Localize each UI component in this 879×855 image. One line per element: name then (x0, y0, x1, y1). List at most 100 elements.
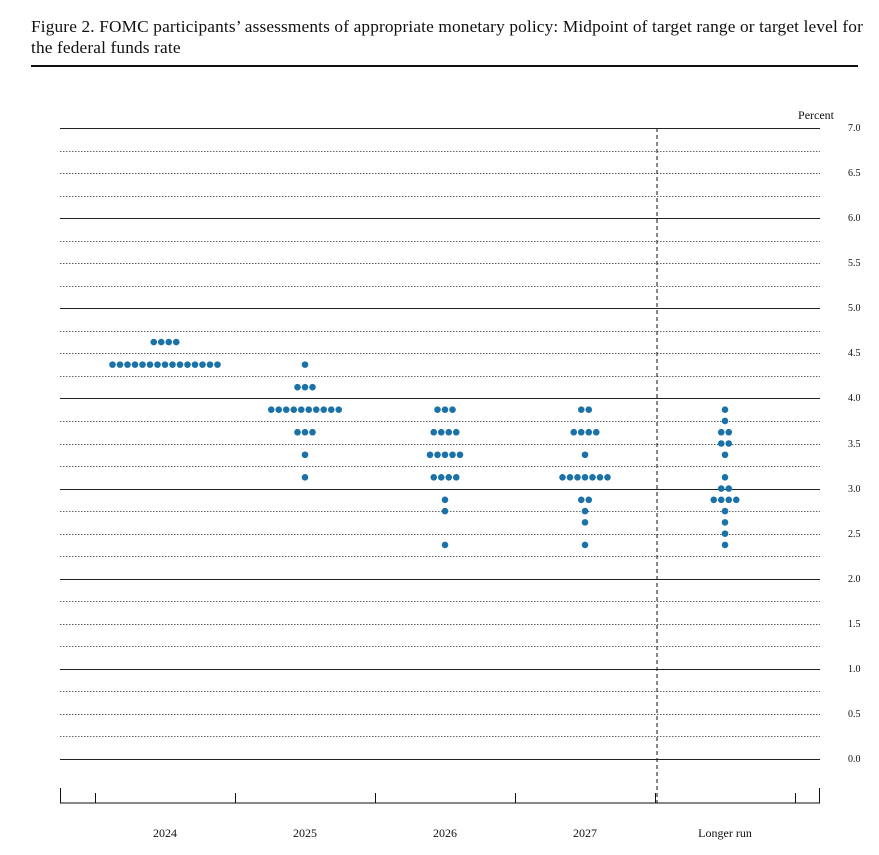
dot (577, 496, 585, 504)
dot (290, 406, 298, 413)
title-rule (31, 65, 858, 67)
dot (581, 451, 589, 459)
y-tick-label: 4.5 (848, 348, 861, 359)
dot (161, 361, 169, 368)
x-tick-label: 2024 (153, 826, 177, 840)
dot (434, 451, 441, 459)
dot (169, 361, 176, 368)
y-tick-label: 1.0 (848, 664, 861, 675)
dot (441, 496, 449, 504)
dot (437, 428, 445, 436)
dot (445, 474, 453, 481)
x-tick-label: 2025 (293, 826, 317, 840)
dot (109, 361, 116, 368)
dot (604, 474, 611, 481)
dot (312, 406, 320, 413)
dot (301, 383, 309, 391)
dot (717, 428, 725, 436)
dot (721, 406, 729, 413)
dot (725, 496, 733, 504)
dot (301, 361, 309, 368)
x-tick-label: Longer run (698, 826, 752, 840)
dot (320, 406, 328, 413)
dot (165, 338, 173, 346)
dot (267, 406, 275, 413)
dot (294, 428, 301, 436)
y-tick-label: 0.0 (848, 754, 861, 765)
dot (456, 451, 464, 459)
dot (441, 541, 449, 549)
dot (581, 474, 589, 481)
dot (131, 361, 139, 368)
dot (275, 406, 283, 413)
dot (721, 507, 729, 515)
dot (710, 496, 718, 504)
dot (294, 383, 301, 391)
y-tick-label: 4.0 (848, 393, 861, 404)
dot (157, 338, 165, 346)
dot (191, 361, 199, 368)
dot (305, 406, 313, 413)
y-tick-label: 5.0 (848, 303, 861, 314)
dot (154, 361, 161, 368)
dot (150, 338, 158, 346)
dot (172, 338, 180, 346)
dot (717, 440, 725, 447)
dot (441, 406, 449, 413)
dot (721, 451, 729, 459)
y-tick-label: 3.0 (848, 484, 861, 495)
dot (570, 428, 578, 436)
dot (437, 474, 445, 481)
dot (441, 507, 449, 515)
dot (581, 507, 589, 515)
dot (725, 440, 733, 447)
dot (206, 361, 214, 368)
dot (732, 496, 740, 504)
dot (452, 428, 460, 436)
dot (430, 428, 438, 436)
dot (426, 451, 434, 459)
dot (214, 361, 221, 368)
dot (721, 474, 729, 481)
y-tick-label: 6.5 (848, 168, 861, 179)
dot (574, 474, 581, 481)
y-tick-label: 3.5 (848, 439, 861, 450)
dot (430, 474, 438, 481)
dot (282, 406, 290, 413)
dot (449, 451, 456, 459)
dot (721, 530, 729, 537)
dot (146, 361, 154, 368)
dot (717, 496, 725, 504)
dot (577, 428, 585, 436)
dot (309, 428, 316, 436)
dot (717, 485, 725, 492)
y-tick-label: 0.5 (848, 709, 861, 720)
dot (297, 406, 305, 413)
y-tick-label: 2.5 (848, 529, 861, 540)
y-axis-label: Percent (798, 108, 835, 122)
y-tick-label: 5.5 (848, 258, 861, 269)
dot (592, 428, 600, 436)
dot (434, 406, 441, 413)
x-tick-label: 2027 (573, 826, 597, 840)
dot (585, 406, 593, 413)
dot (589, 474, 596, 481)
dot (585, 428, 593, 436)
dot (441, 451, 449, 459)
dot (301, 474, 309, 481)
dot (327, 406, 335, 413)
dot (721, 417, 729, 425)
dot (566, 474, 574, 481)
dot (596, 474, 604, 481)
dot (199, 361, 206, 368)
dot (176, 361, 184, 368)
dot (585, 496, 593, 504)
dot (335, 406, 343, 413)
dot (445, 428, 453, 436)
y-tick-label: 2.0 (848, 574, 861, 585)
dot (721, 519, 729, 526)
dot (581, 541, 589, 549)
dot (184, 361, 191, 368)
